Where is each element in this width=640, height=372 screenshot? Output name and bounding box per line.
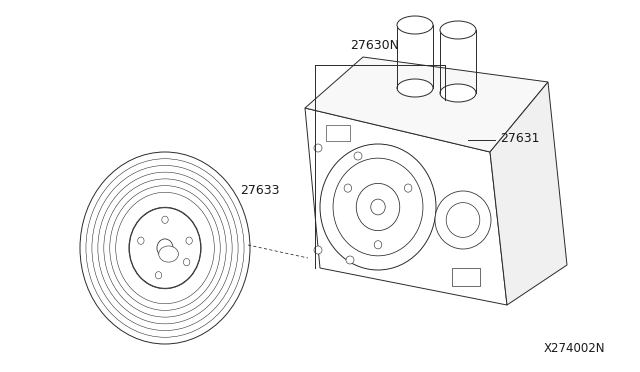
FancyBboxPatch shape bbox=[452, 268, 480, 286]
Ellipse shape bbox=[314, 246, 322, 254]
Ellipse shape bbox=[356, 183, 400, 231]
Text: 27631: 27631 bbox=[500, 131, 540, 144]
Ellipse shape bbox=[446, 203, 480, 237]
Ellipse shape bbox=[435, 191, 491, 249]
Text: 27633: 27633 bbox=[240, 183, 280, 196]
Ellipse shape bbox=[344, 184, 351, 192]
FancyBboxPatch shape bbox=[326, 125, 350, 141]
Ellipse shape bbox=[320, 144, 436, 270]
Ellipse shape bbox=[440, 21, 476, 39]
Ellipse shape bbox=[129, 208, 201, 288]
Ellipse shape bbox=[397, 79, 433, 97]
Ellipse shape bbox=[354, 152, 362, 160]
Ellipse shape bbox=[397, 16, 433, 34]
Polygon shape bbox=[305, 57, 548, 152]
Ellipse shape bbox=[333, 158, 423, 256]
Ellipse shape bbox=[156, 272, 162, 279]
Ellipse shape bbox=[371, 199, 385, 215]
Ellipse shape bbox=[184, 259, 190, 266]
Ellipse shape bbox=[138, 237, 144, 244]
Ellipse shape bbox=[404, 184, 412, 192]
Text: 27630N: 27630N bbox=[351, 39, 399, 52]
Ellipse shape bbox=[80, 152, 250, 344]
Ellipse shape bbox=[374, 241, 382, 249]
Ellipse shape bbox=[440, 84, 476, 102]
Polygon shape bbox=[305, 108, 507, 305]
Ellipse shape bbox=[162, 216, 168, 224]
Ellipse shape bbox=[157, 239, 173, 257]
Ellipse shape bbox=[159, 246, 179, 262]
Ellipse shape bbox=[314, 144, 322, 152]
Ellipse shape bbox=[346, 256, 354, 264]
Ellipse shape bbox=[186, 237, 193, 244]
Text: X274002N: X274002N bbox=[543, 342, 605, 355]
Polygon shape bbox=[490, 82, 567, 305]
Ellipse shape bbox=[129, 207, 201, 289]
